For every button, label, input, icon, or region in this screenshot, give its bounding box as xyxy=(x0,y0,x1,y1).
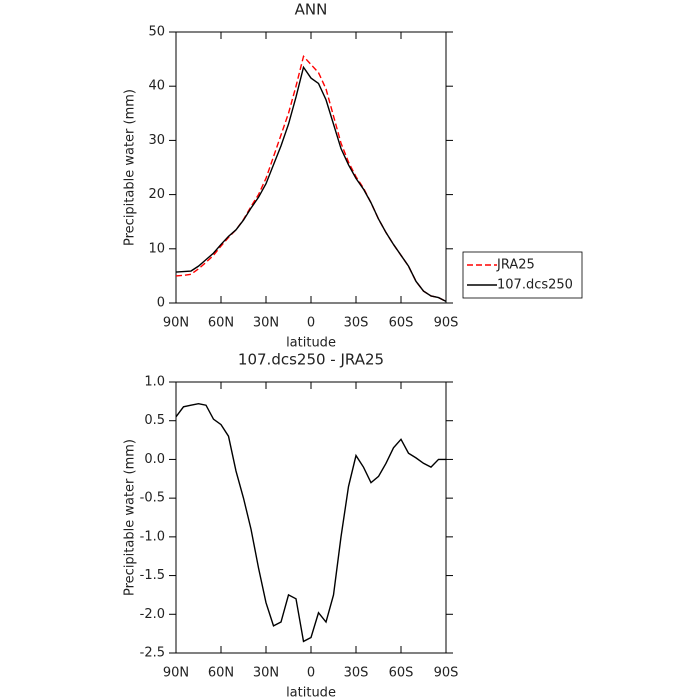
x-tick-label: 0 xyxy=(307,666,315,681)
x-axis-label: latitude xyxy=(286,336,336,351)
x-tick-label: 90N xyxy=(163,316,189,331)
legend-label: 107.dcs250 xyxy=(497,278,573,293)
x-tick-label: 30S xyxy=(344,666,369,681)
y-tick-label: 30 xyxy=(148,133,165,148)
y-tick-label: 40 xyxy=(148,79,165,94)
x-axis-label: latitude xyxy=(286,686,336,700)
x-tick-label: 90S xyxy=(434,316,459,331)
y-tick-label: -1.0 xyxy=(140,529,165,544)
chart-title: ANN xyxy=(295,1,328,19)
x-tick-label: 0 xyxy=(307,316,315,331)
x-tick-label: 90S xyxy=(434,666,459,681)
x-tick-label: 30S xyxy=(344,316,369,331)
y-tick-label: 0 xyxy=(157,296,165,311)
x-tick-label: 30N xyxy=(253,666,279,681)
legend-box xyxy=(462,251,583,299)
data-line xyxy=(175,54,447,302)
y-tick-label: 20 xyxy=(148,187,165,202)
plot-frame xyxy=(175,381,447,654)
y-tick-label: 10 xyxy=(148,241,165,256)
x-tick-label: 60N xyxy=(208,316,234,331)
x-tick-label: 90N xyxy=(163,666,189,681)
y-tick-label: 50 xyxy=(148,25,165,40)
x-tick-label: 60S xyxy=(389,666,414,681)
x-tick-label: 60S xyxy=(389,316,414,331)
chart-title: 107.dcs250 - JRA25 xyxy=(238,351,384,369)
x-tick-label: 60N xyxy=(208,666,234,681)
data-line xyxy=(175,65,447,302)
data-line xyxy=(175,402,446,643)
y-tick-label: 0.0 xyxy=(144,452,165,467)
y-tick-label: -0.5 xyxy=(140,491,165,506)
y-axis-label: Precipitable water (mm) xyxy=(123,89,138,246)
y-tick-label: -2.5 xyxy=(140,646,165,661)
y-axis-label: Precipitable water (mm) xyxy=(123,439,138,596)
y-tick-label: 1.0 xyxy=(144,375,165,390)
legend-label: JRA25 xyxy=(496,258,535,273)
y-tick-label: 0.5 xyxy=(144,413,165,428)
x-tick-label: 30N xyxy=(253,316,279,331)
y-tick-label: -2.0 xyxy=(140,607,165,622)
y-tick-label: -1.5 xyxy=(140,568,165,583)
